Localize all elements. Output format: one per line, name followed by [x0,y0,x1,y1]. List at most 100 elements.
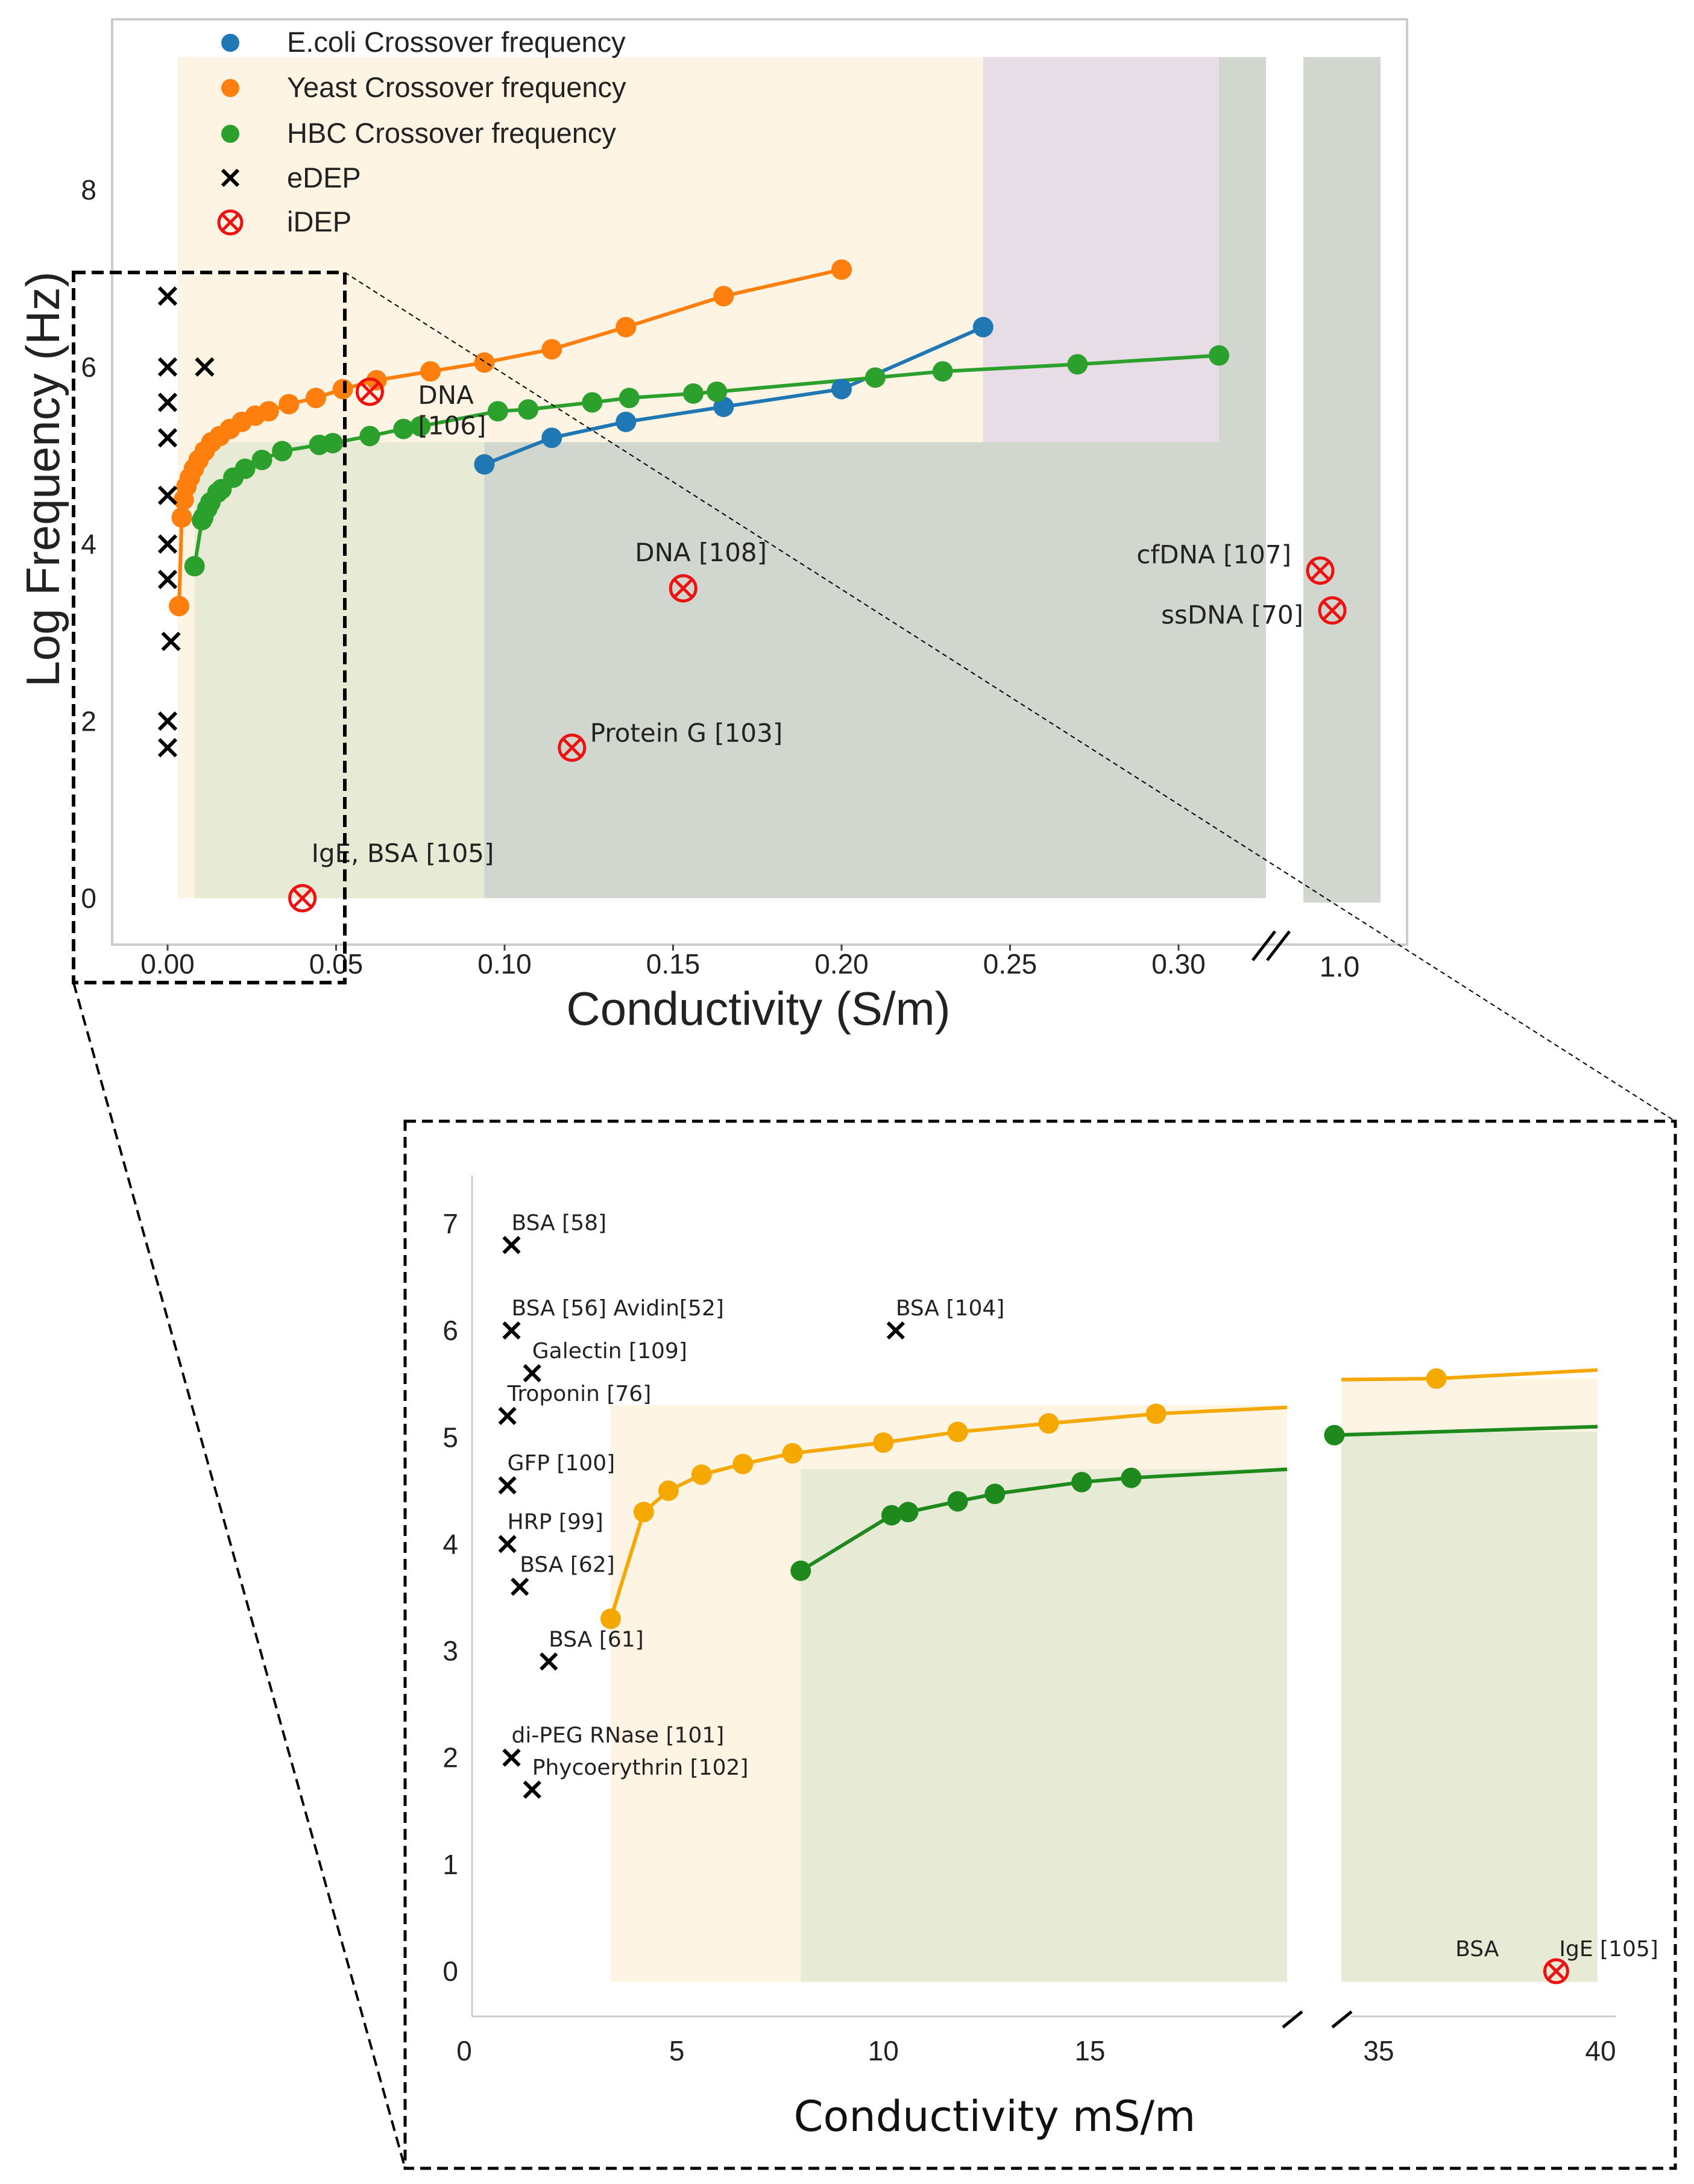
point-yeast-13 [258,401,279,422]
point-hbc-18 [582,392,603,413]
point-hbc-16 [487,401,508,422]
inset-y-tick-label-4: 4 [442,1528,458,1559]
main-y-axis-title: Log Frequency (Hz) [16,271,69,687]
idep-point-1 [558,733,587,762]
inset-idep-label-left-0: BSA [1455,1937,1499,1962]
inset-edep-label-10: BSA [104] [896,1296,1004,1321]
inset-y-tick-label-7: 7 [442,1208,458,1239]
inset-hbc-point-2 [898,1502,919,1523]
main-x-tick-label-6: 0.30 [1151,948,1206,980]
idep-point-3 [355,377,384,406]
point-hbc-25 [1209,345,1230,366]
legend-label-yeast: Yeast Crossover frequency [287,71,626,103]
point-yeast-21 [616,316,637,338]
idep-label-3: DNA [106] [418,380,486,440]
legend-label-hbc: HBC Crossover frequency [287,117,616,149]
legend-marker-ecoli [221,34,239,52]
main-x-tick-label-3: 0.15 [646,948,701,980]
inset-yeast-point-8 [1038,1413,1059,1434]
inset-idep-label-right-0: IgE [105] [1559,1937,1658,1962]
legend-marker-edep [221,168,240,187]
point-e-coli-2 [616,411,637,432]
legend-label-ecoli: E.coli Crossover frequency [287,26,626,58]
legend-label-edep: eDEP [287,162,361,194]
inset-x-tick-label-5: 40 [1585,2035,1616,2066]
inset-x-tick-label-4: 35 [1363,2035,1394,2066]
point-hbc-17 [518,399,539,420]
inset-hbc-point-1 [881,1505,902,1526]
region-hbc-low-region [194,442,485,898]
inset-yeast-point-0 [600,1608,621,1629]
idep-point-0 [288,884,317,913]
inset-edep-label-3: Troponin [76] [507,1382,652,1406]
inset-edep-label-7: BSA [61] [549,1627,644,1652]
edep-point-2 [195,357,215,377]
inset-y-tick-label-5: 5 [442,1421,458,1453]
inset-hbc-point-5 [1071,1471,1092,1493]
edep-point-7 [157,570,178,590]
point-hbc-23 [932,361,953,382]
point-hbc-24 [1067,354,1088,375]
inset-edep-point-2 [523,1364,541,1383]
zoom-connector-line-right [344,272,1676,1122]
legend-marker-yeast [221,79,239,97]
main-y-tick-label-2: 4 [81,529,96,560]
inset-yeast-point-4 [732,1453,754,1474]
inset-x-tick-label-3: 15 [1074,2035,1105,2066]
inset-y-tick-label-0: 0 [442,1956,458,1987]
inset-hbc-point-6 [1121,1467,1142,1488]
inset-edep-point-5 [498,1535,517,1553]
inset-edep-label-6: BSA [62] [520,1552,615,1577]
edep-point-1 [157,357,178,377]
region-broken-axis [1303,57,1381,903]
idep-label-0: IgE, BSA [105] [312,839,494,868]
point-hbc-20 [683,383,704,404]
idep-label-broken-1: ssDNA [70] [1161,600,1303,630]
inset-hbc-point-0 [790,1560,811,1581]
zoom-connector-line-left [72,982,406,2169]
inset-edep-point-10 [886,1321,905,1340]
legend-item-idep: iDEP [217,206,351,238]
legend-item-hbc: HBC Crossover frequency [221,117,616,149]
point-e-coli-5 [972,316,993,338]
main-legend: E.coli Crossover frequency Yeast Crossov… [217,26,626,238]
edep-point-8 [161,631,181,652]
idep-point-broken-0 [1306,556,1335,585]
inset-edep-point-1 [502,1321,521,1340]
inset-x-tick-label-2: 10 [868,2035,899,2066]
edep-point-5 [157,485,178,505]
point-yeast-18 [420,361,441,382]
idep-label-1: Protein G [103] [590,718,782,747]
point-e-coli-0 [474,454,495,475]
edep-point-4 [157,428,178,448]
edep-point-3 [157,392,178,412]
point-hbc-8 [235,458,256,479]
inset-hbc-point-3 [947,1491,968,1512]
axis-break-marks [1252,930,1291,961]
inset-x-axis-title: Conductivity mS/m [794,2092,1196,2141]
point-yeast-16 [332,379,353,400]
inset-frame [403,1119,1677,2170]
zoom-indicators [72,271,1677,2170]
point-yeast-0 [169,596,190,617]
inset-edep-point-6 [511,1578,529,1596]
inset-y-tick-label-6: 6 [442,1315,458,1346]
point-hbc-21 [707,381,728,402]
main-x-tick-label-2: 0.10 [477,948,532,980]
inset-edep-point-9 [523,1780,541,1799]
region-overlap-region [484,442,1267,898]
inset-edep-label-9: Phycoerythrin [102] [532,1755,749,1780]
idep-point-2 [669,574,697,603]
inset-region-yeast [611,1405,801,1982]
point-hbc-10 [272,441,293,462]
inset-yeast-point-10 [1426,1368,1447,1389]
inset-yeast-point-7 [947,1421,968,1443]
point-e-coli-1 [541,427,562,448]
inset-axis-break-marks [1282,2010,1353,2028]
inset-edep-point-8 [502,1748,521,1767]
inset-x-tick-label-0: 0 [456,2035,472,2066]
main-y-tick-label-0: 0 [81,883,96,914]
inset-edep-label-0: BSA [58] [512,1210,607,1235]
edep-point-9 [157,711,178,731]
main-y-tick-label-4: 8 [81,174,96,206]
